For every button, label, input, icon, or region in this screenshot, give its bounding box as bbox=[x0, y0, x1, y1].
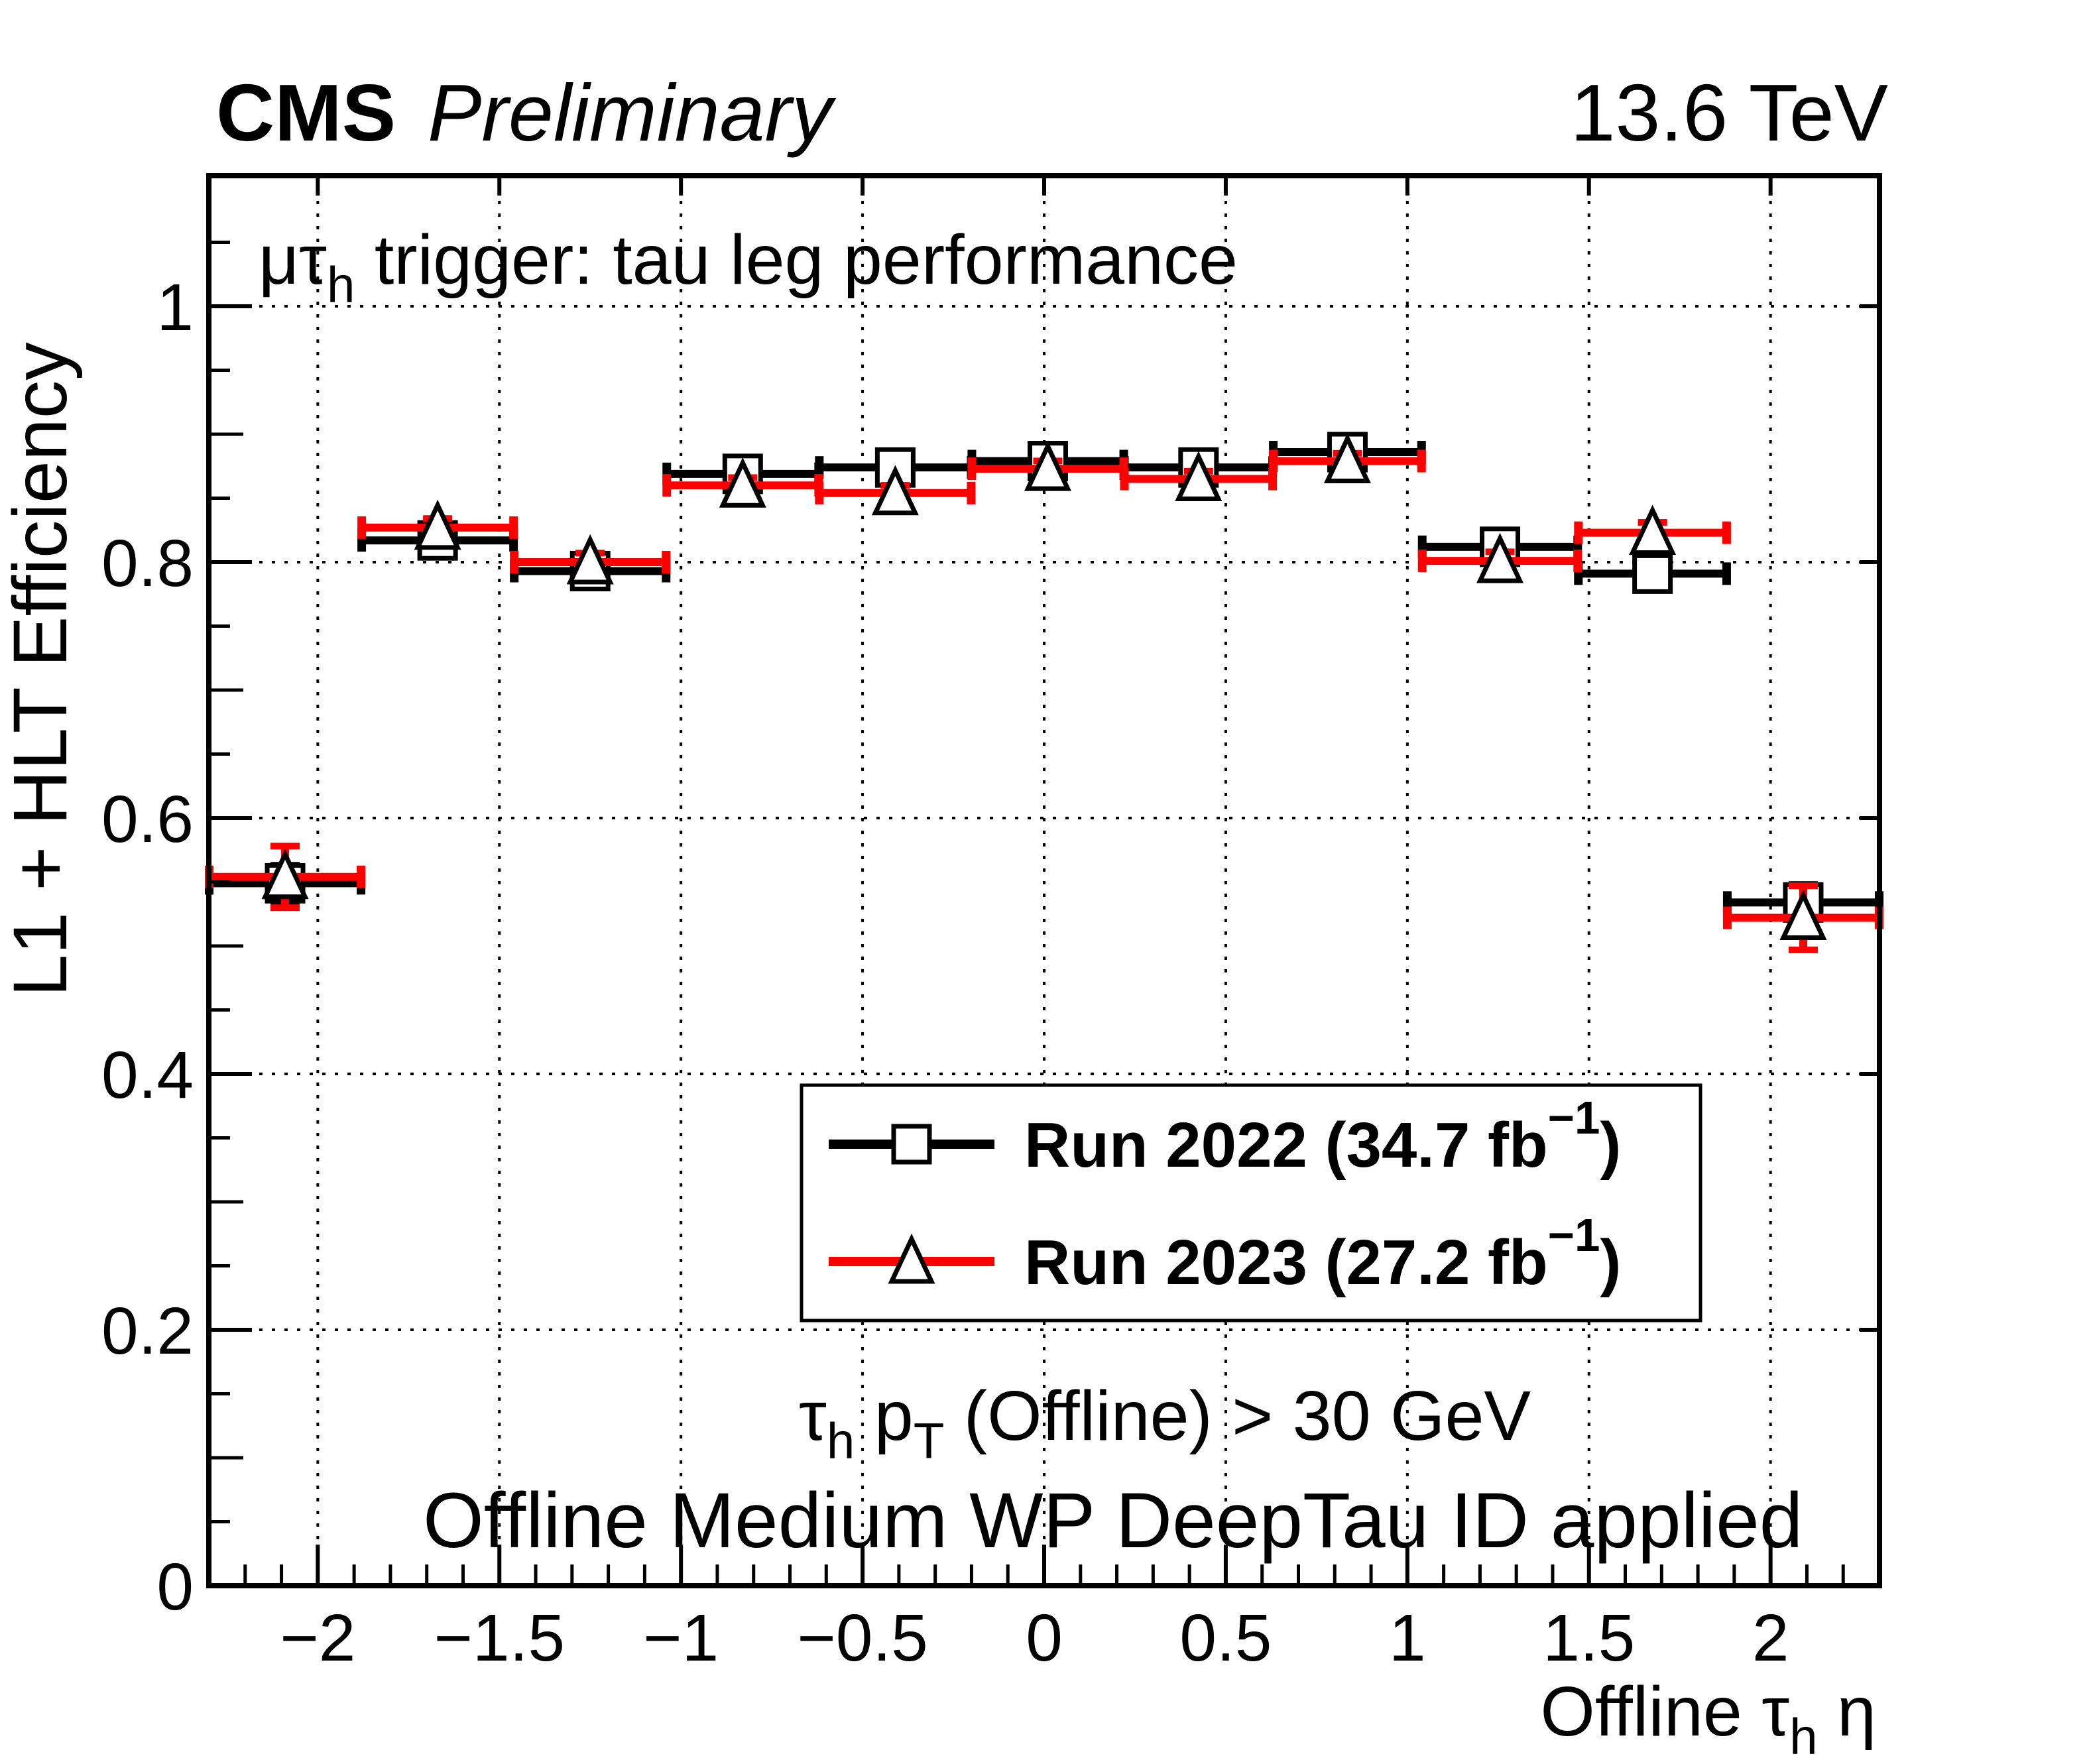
bar-end-cap bbox=[815, 481, 824, 504]
y-tick-label: 0.6 bbox=[101, 782, 194, 856]
annotation-pt-cut: τh pT (Offline) > 30 GeV bbox=[799, 1377, 1531, 1470]
preliminary-label: Preliminary bbox=[428, 68, 837, 158]
series-markers bbox=[265, 432, 1824, 923]
bar-end-cap bbox=[967, 481, 976, 504]
annotation-deeptau: Offline Medium WP DeepTau ID applied bbox=[423, 1477, 1803, 1564]
bar-end-cap bbox=[1269, 449, 1278, 473]
marker-triangle bbox=[1323, 433, 1371, 484]
marker-square bbox=[891, 1124, 932, 1165]
bar-end-cap bbox=[662, 474, 672, 497]
y-axis-title: L1 + HLT Efficiency bbox=[0, 342, 83, 997]
x-tick-label: 0.5 bbox=[1179, 1601, 1272, 1675]
legend-entry-2023: Run 2023 (27.2 fb−1) bbox=[1024, 1209, 1621, 1298]
bar-end-cap bbox=[509, 516, 518, 539]
frame-border bbox=[206, 173, 1882, 1588]
cms-label: CMS bbox=[216, 68, 396, 158]
legend-box: Run 2022 (34.7 fb−1) Run 2023 (27.2 fb−1… bbox=[800, 1083, 1702, 1323]
bar-end-cap bbox=[1722, 562, 1731, 585]
tick-layer: −2 −1.5 −1 −0.5 0 0.5 1 1.5 2 0 0.2 0.4 0.6 0.8 1 bbox=[101, 176, 1881, 1675]
x-tick-label: −1.5 bbox=[434, 1601, 565, 1675]
bar-end-cap bbox=[662, 551, 671, 573]
bar-end-cap bbox=[357, 516, 367, 539]
marker-square bbox=[1632, 553, 1673, 594]
x-tick-label: −1 bbox=[643, 1601, 719, 1675]
marker-triangle bbox=[1629, 504, 1677, 556]
error-cap bbox=[1788, 882, 1818, 890]
plot-title: μτh trigger: tau leg performance bbox=[259, 221, 1238, 314]
legend-entry-2022: Run 2022 (34.7 fb−1) bbox=[1024, 1092, 1621, 1181]
x-tick-label: 0 bbox=[1026, 1601, 1063, 1675]
marker-triangle bbox=[719, 457, 766, 508]
series-lines bbox=[204, 449, 1884, 953]
bar-end-cap bbox=[1722, 521, 1731, 544]
bar-end-cap bbox=[1268, 467, 1278, 491]
bar-end-cap bbox=[815, 456, 824, 479]
error-cap bbox=[270, 904, 300, 911]
y-tick-label: 0 bbox=[156, 1550, 194, 1624]
bar-end-cap bbox=[1417, 550, 1427, 573]
error-cap bbox=[1788, 946, 1818, 953]
grid-layer bbox=[209, 176, 1880, 1586]
bar-end-cap bbox=[967, 457, 977, 481]
marker-triangle bbox=[871, 465, 919, 516]
bar-end-cap bbox=[1120, 467, 1129, 491]
y-tick-label: 0.8 bbox=[101, 526, 194, 601]
bar-end-cap bbox=[510, 551, 519, 573]
x-tick-label: 1.5 bbox=[1543, 1601, 1635, 1675]
marker-triangle bbox=[1476, 532, 1524, 583]
marker-triangle bbox=[1175, 451, 1223, 502]
x-tick-label: 1 bbox=[1389, 1601, 1426, 1675]
data-layer bbox=[204, 432, 1884, 953]
series-markers bbox=[261, 433, 1827, 941]
marker-triangle bbox=[414, 499, 461, 550]
plot-frame bbox=[206, 173, 1882, 1588]
x-tick-label: 2 bbox=[1752, 1601, 1789, 1675]
bar-end-cap bbox=[1573, 550, 1582, 573]
bar-end-cap bbox=[1417, 449, 1426, 473]
marker-triangle bbox=[888, 1233, 935, 1284]
y-tick-label: 0.4 bbox=[101, 1038, 194, 1112]
y-tick-label: 0.2 bbox=[101, 1294, 194, 1368]
bar-end-cap bbox=[1574, 521, 1583, 544]
x-axis-title: Offline τh η bbox=[1540, 1673, 1876, 1764]
bar-end-cap bbox=[357, 865, 366, 888]
x-tick-label: −2 bbox=[280, 1601, 355, 1675]
x-tick-label: −0.5 bbox=[797, 1601, 927, 1675]
y-tick-label: 1 bbox=[156, 270, 194, 345]
error-cap bbox=[270, 843, 300, 850]
marker-triangle bbox=[566, 534, 614, 585]
marker-triangle bbox=[1779, 890, 1827, 941]
marker-triangle bbox=[1024, 440, 1071, 491]
energy-label: 13.6 TeV bbox=[1571, 68, 1888, 158]
bar-end-cap bbox=[1722, 906, 1732, 929]
marker-triangle bbox=[261, 849, 309, 900]
